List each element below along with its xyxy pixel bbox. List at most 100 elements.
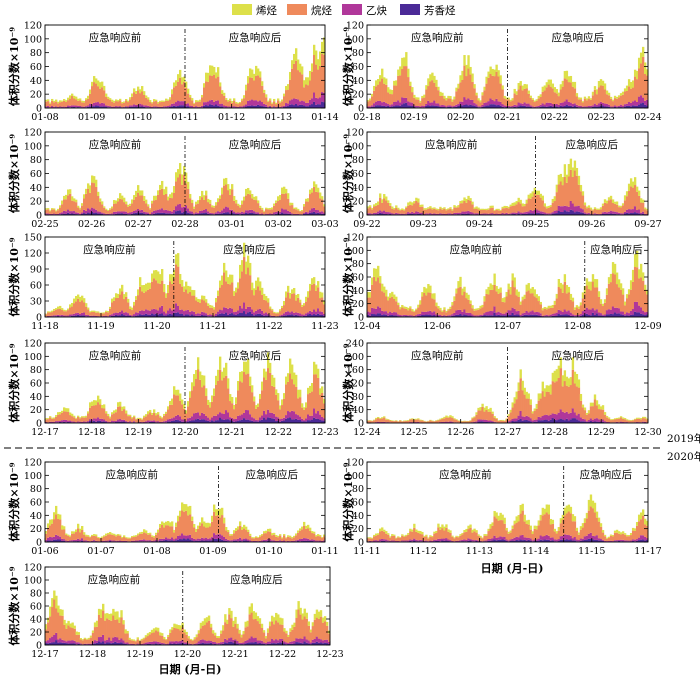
aromatic-bar <box>301 421 304 423</box>
olefin-bar <box>429 419 432 421</box>
olefin-bar <box>529 288 532 294</box>
acetylene-bar <box>79 421 82 423</box>
aromatic-bar <box>227 314 230 317</box>
aromatic-bar <box>221 213 224 215</box>
aromatic-bar <box>183 212 186 215</box>
alkane-bar <box>243 200 246 213</box>
aromatic-bar <box>593 314 597 317</box>
aromatic-bar <box>247 105 250 108</box>
aromatic-bar <box>397 316 400 317</box>
acetylene-bar <box>281 418 284 421</box>
olefin-bar <box>107 311 110 313</box>
olefin-bar <box>543 85 546 91</box>
alkane-bar <box>183 82 186 102</box>
aromatic-bar <box>545 419 548 423</box>
alkane-bar <box>303 305 306 315</box>
aromatic-bar <box>373 314 376 317</box>
alkane-bar <box>187 93 190 104</box>
alkane-bar <box>401 421 404 423</box>
olefin-bar <box>293 207 296 210</box>
acetylene-bar <box>567 310 571 315</box>
acetylene-bar <box>79 106 82 108</box>
alkane-bar <box>301 306 304 315</box>
olefin-bar <box>65 100 68 102</box>
alkane-bar <box>77 528 80 539</box>
acetylene-bar <box>99 103 102 107</box>
aromatic-bar <box>223 313 226 317</box>
olefin-bar <box>185 281 188 290</box>
olefin-bar <box>611 262 615 274</box>
acetylene-bar <box>527 312 530 316</box>
olefin-bar <box>111 99 114 102</box>
acetylene-bar <box>309 310 312 314</box>
olefin-bar <box>111 206 114 209</box>
y-tick-label: 80 <box>352 48 364 59</box>
acetylene-bar <box>621 105 625 108</box>
aromatic-bar <box>259 105 262 108</box>
aromatic-bar <box>303 105 306 108</box>
acetylene-bar <box>135 540 138 542</box>
acetylene-bar <box>119 106 122 108</box>
alkane-bar <box>55 416 58 422</box>
olefin-bar <box>525 284 528 292</box>
alkane-bar <box>485 409 488 420</box>
alkane-bar <box>57 210 60 214</box>
alkane-bar <box>405 66 408 98</box>
y-tick-label: 20 <box>30 405 42 416</box>
alkane-bar <box>515 399 518 419</box>
alkane-bar <box>483 411 486 420</box>
alkane-bar <box>429 420 432 423</box>
alkane-bar <box>431 80 434 103</box>
olefin-bar <box>193 102 196 104</box>
aromatic-bar <box>99 420 102 423</box>
alkane-bar <box>587 289 591 310</box>
olefin-bar <box>445 209 448 211</box>
acetylene-bar <box>473 315 476 317</box>
olefin-bar <box>369 292 372 298</box>
olefin-bar <box>225 270 228 282</box>
aromatic-bar <box>631 314 635 317</box>
acetylene-bar <box>115 106 118 108</box>
alkane-bar <box>401 69 404 98</box>
acetylene-bar <box>239 415 242 421</box>
olefin-bar <box>47 208 50 210</box>
alkane-bar <box>521 390 524 417</box>
alkane-bar <box>529 404 532 419</box>
alkane-bar <box>199 379 202 416</box>
y-tick-label: 40 <box>352 405 364 416</box>
alkane-bar <box>181 404 184 420</box>
olefin-bar <box>525 391 528 399</box>
olefin-bar <box>453 296 456 301</box>
aromatic-bar <box>275 421 278 423</box>
aromatic-bar <box>195 315 198 317</box>
alkane-bar <box>159 189 162 210</box>
aromatic-bar <box>305 315 308 317</box>
aromatic-bar <box>585 422 589 423</box>
olefin-bar <box>525 199 528 204</box>
acetylene-bar <box>127 541 130 542</box>
acetylene-bar <box>553 413 557 420</box>
olefin-bar <box>55 99 58 102</box>
aromatic-bar <box>641 213 645 215</box>
aromatic-bar <box>281 316 284 317</box>
acetylene-bar <box>551 212 555 214</box>
olefin-bar <box>407 68 410 78</box>
aromatic-bar <box>295 418 298 423</box>
acetylene-bar <box>521 103 524 106</box>
olefin-bar <box>533 100 536 103</box>
acetylene-bar <box>493 421 496 423</box>
acetylene-bar <box>95 418 98 422</box>
acetylene-bar <box>119 211 122 214</box>
alkane-bar <box>393 421 396 423</box>
aromatic-bar <box>209 104 212 108</box>
olefin-bar <box>475 412 478 415</box>
acetylene-bar <box>597 214 601 215</box>
acetylene-bar <box>451 314 454 316</box>
alkane-bar <box>289 205 292 212</box>
acetylene-bar <box>97 417 100 422</box>
alkane-bar <box>627 191 631 210</box>
alkane-bar <box>503 421 506 423</box>
aromatic-bar <box>207 213 210 215</box>
alkane-bar <box>191 100 194 106</box>
olefin-bar <box>537 190 540 195</box>
